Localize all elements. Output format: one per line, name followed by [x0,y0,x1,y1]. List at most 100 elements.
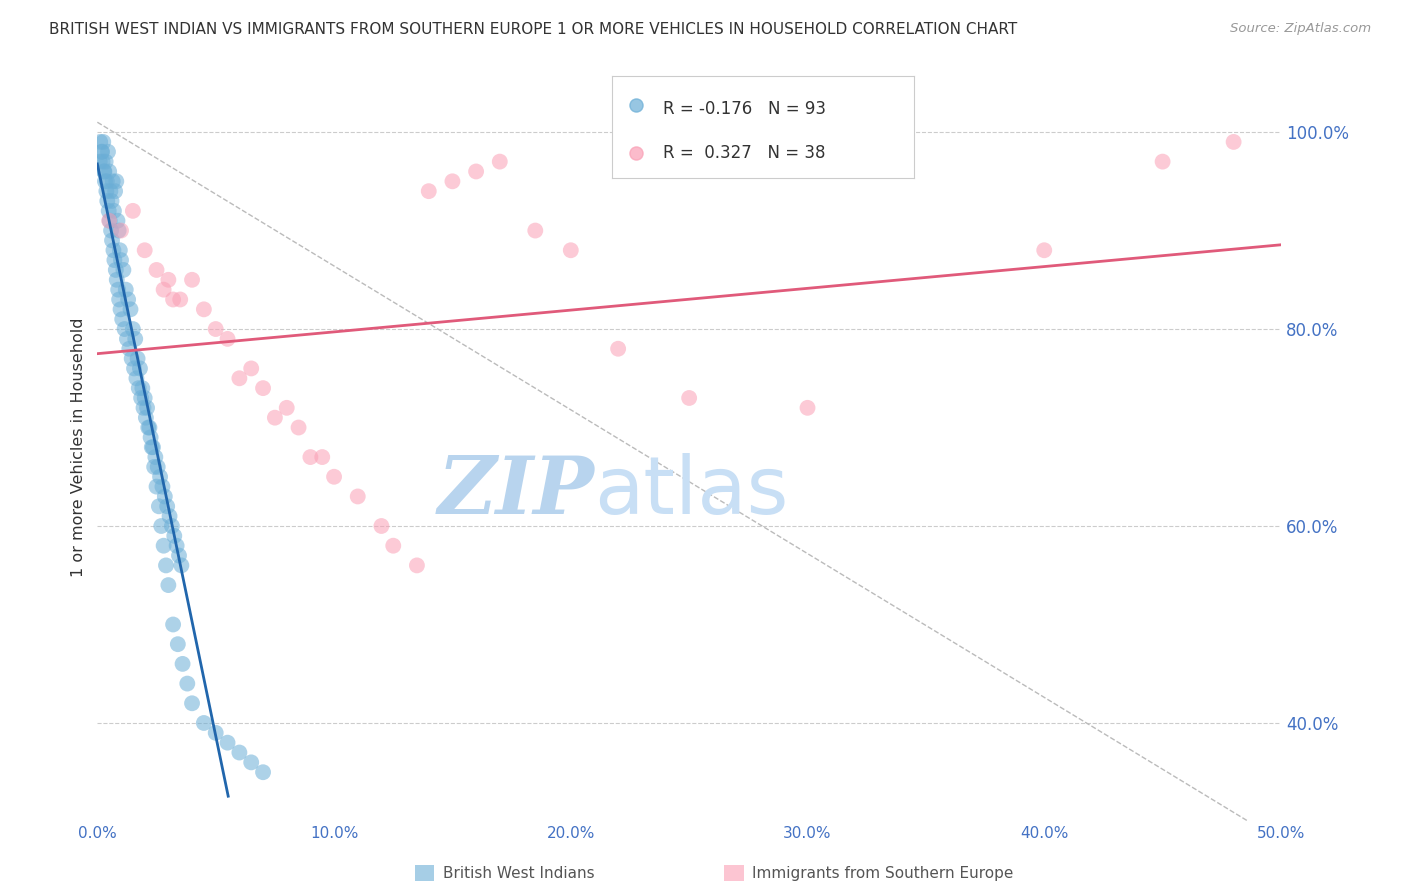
Point [108,244,131,258]
Point [465,164,488,178]
Point [252,381,274,395]
Point [150,519,173,533]
Point [128,381,150,395]
Point [155,558,177,573]
Point [152,539,174,553]
Point [169,293,191,307]
Point [143,459,166,474]
Point [94,154,117,169]
Point [139,430,162,444]
Point [98,164,121,178]
Point [204,726,226,740]
Point [149,469,172,483]
Y-axis label: 1 or more Vehicles in Household: 1 or more Vehicles in Household [72,318,86,577]
Text: British West Indians: British West Indians [443,866,595,880]
Point [228,371,250,385]
Point [96,184,118,198]
Point [204,322,226,336]
Point [129,391,152,405]
Point [89,135,111,149]
Text: Immigrants from Southern Europe: Immigrants from Southern Europe [752,866,1014,880]
Point [441,174,464,188]
Text: atlas: atlas [595,453,789,531]
Point [121,322,143,336]
Point [135,410,157,425]
Point [607,342,630,356]
Point [103,203,125,218]
Point [240,756,263,770]
Point [146,459,169,474]
Point [124,332,146,346]
Point [105,174,128,188]
Point [176,676,198,690]
Point [152,480,174,494]
Text: ZIP: ZIP [437,453,595,531]
Point [382,539,405,553]
Point [156,500,179,514]
Point [104,184,127,198]
Point [131,381,153,395]
Point [159,509,181,524]
Point [488,154,510,169]
Point [101,174,124,188]
Point [129,361,152,376]
Point [93,164,115,178]
Point [406,558,429,573]
Point [94,174,117,188]
Point [107,283,129,297]
Point [120,302,142,317]
Point [105,273,128,287]
Point [217,332,239,346]
Point [346,490,368,504]
Point [252,765,274,780]
Point [136,401,159,415]
Point [134,244,156,258]
Point [170,558,193,573]
Point [97,145,120,159]
Text: BRITISH WEST INDIAN VS IMMIGRANTS FROM SOUTHERN EUROPE 1 OR MORE VEHICLES IN HOU: BRITISH WEST INDIAN VS IMMIGRANTS FROM S… [49,22,1018,37]
Point [418,184,440,198]
Point [90,145,112,159]
Point [276,401,298,415]
Point [678,391,700,405]
Point [117,293,139,307]
Point [103,244,125,258]
Point [148,500,170,514]
Point [141,440,163,454]
Point [121,203,143,218]
Point [100,223,122,237]
Point [98,213,121,227]
Point [115,332,138,346]
Point [98,213,121,227]
Point [524,223,547,237]
Point [107,213,129,227]
Point [96,194,118,208]
Point [240,361,263,376]
Point [145,263,167,277]
Point [299,450,322,464]
Point [121,351,143,366]
Point [172,657,194,671]
Point [193,302,215,317]
Point [181,273,204,287]
Point [127,351,149,366]
Point [163,529,186,543]
Text: Source: ZipAtlas.com: Source: ZipAtlas.com [1230,22,1371,36]
Point [138,420,160,434]
Text: R = -0.176   N = 93: R = -0.176 N = 93 [664,100,825,118]
Point [136,420,159,434]
Point [89,154,111,169]
Point [311,450,333,464]
Text: R =  0.327   N = 38: R = 0.327 N = 38 [664,144,825,161]
Point [132,401,155,415]
Point [145,480,167,494]
Point [98,184,121,198]
Point [100,194,122,208]
Point [370,519,392,533]
Point [143,450,166,464]
Point [97,203,120,218]
Point [157,578,180,592]
Point [101,234,124,248]
Point [1033,244,1056,258]
Point [103,253,125,268]
